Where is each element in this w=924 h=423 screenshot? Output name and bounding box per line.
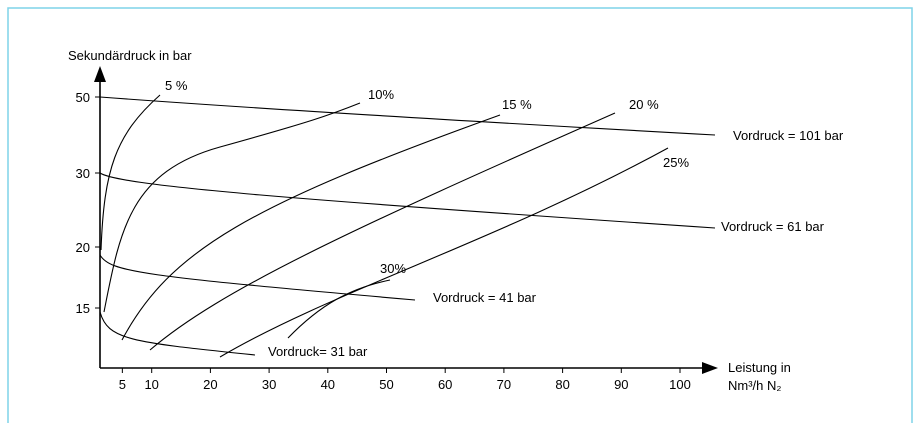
- percent-curve: [149, 112, 616, 351]
- percent-curve: [219, 147, 669, 358]
- y-tick-label: 50: [76, 90, 90, 105]
- x-tick-label: 80: [555, 377, 569, 392]
- x-tick-label: 60: [438, 377, 452, 392]
- pressure-curve: [99, 172, 716, 229]
- percent-label: 10%: [368, 87, 394, 102]
- y-tick-label: 20: [76, 240, 90, 255]
- percent-label: 25%: [663, 155, 689, 170]
- pressure-label: Vordruck = 101 bar: [733, 128, 844, 143]
- percent-label: 30%: [380, 261, 406, 276]
- y-tick-label: 15: [76, 301, 90, 316]
- x-tick-label: 20: [203, 377, 217, 392]
- pressure-curve: [99, 254, 416, 301]
- percent-label: 5 %: [165, 78, 188, 93]
- x-tick-label: 100: [669, 377, 691, 392]
- x-tick-label: 70: [497, 377, 511, 392]
- x-tick-label: 40: [321, 377, 335, 392]
- y-axis-label: Sekundärdruck in bar: [68, 48, 192, 63]
- percent-curve: [121, 114, 501, 341]
- percent-curve: [100, 94, 161, 251]
- x-axis-label: Leistung in: [728, 360, 791, 375]
- y-arrow: [94, 66, 106, 82]
- percent-label: 20 %: [629, 97, 659, 112]
- x-axis-label: Nm³/h N₂: [728, 378, 781, 393]
- pressure-label: Vordruck = 41 bar: [433, 290, 537, 305]
- pressure-label: Vordruck = 61 bar: [721, 219, 825, 234]
- x-tick-label: 50: [379, 377, 393, 392]
- pressure-curve: [99, 96, 716, 136]
- x-tick-label: 5: [119, 377, 126, 392]
- frame: [7, 7, 913, 423]
- pressure-curve: [99, 311, 256, 356]
- y-tick-label: 30: [76, 166, 90, 181]
- x-tick-label: 30: [262, 377, 276, 392]
- percent-curve: [103, 102, 361, 313]
- percent-label: 15 %: [502, 97, 532, 112]
- x-tick-label: 90: [614, 377, 628, 392]
- pressure-label: Vordruck= 31 bar: [268, 344, 368, 359]
- x-tick-label: 10: [144, 377, 158, 392]
- percent-curve: [287, 279, 391, 339]
- x-arrow: [702, 362, 718, 374]
